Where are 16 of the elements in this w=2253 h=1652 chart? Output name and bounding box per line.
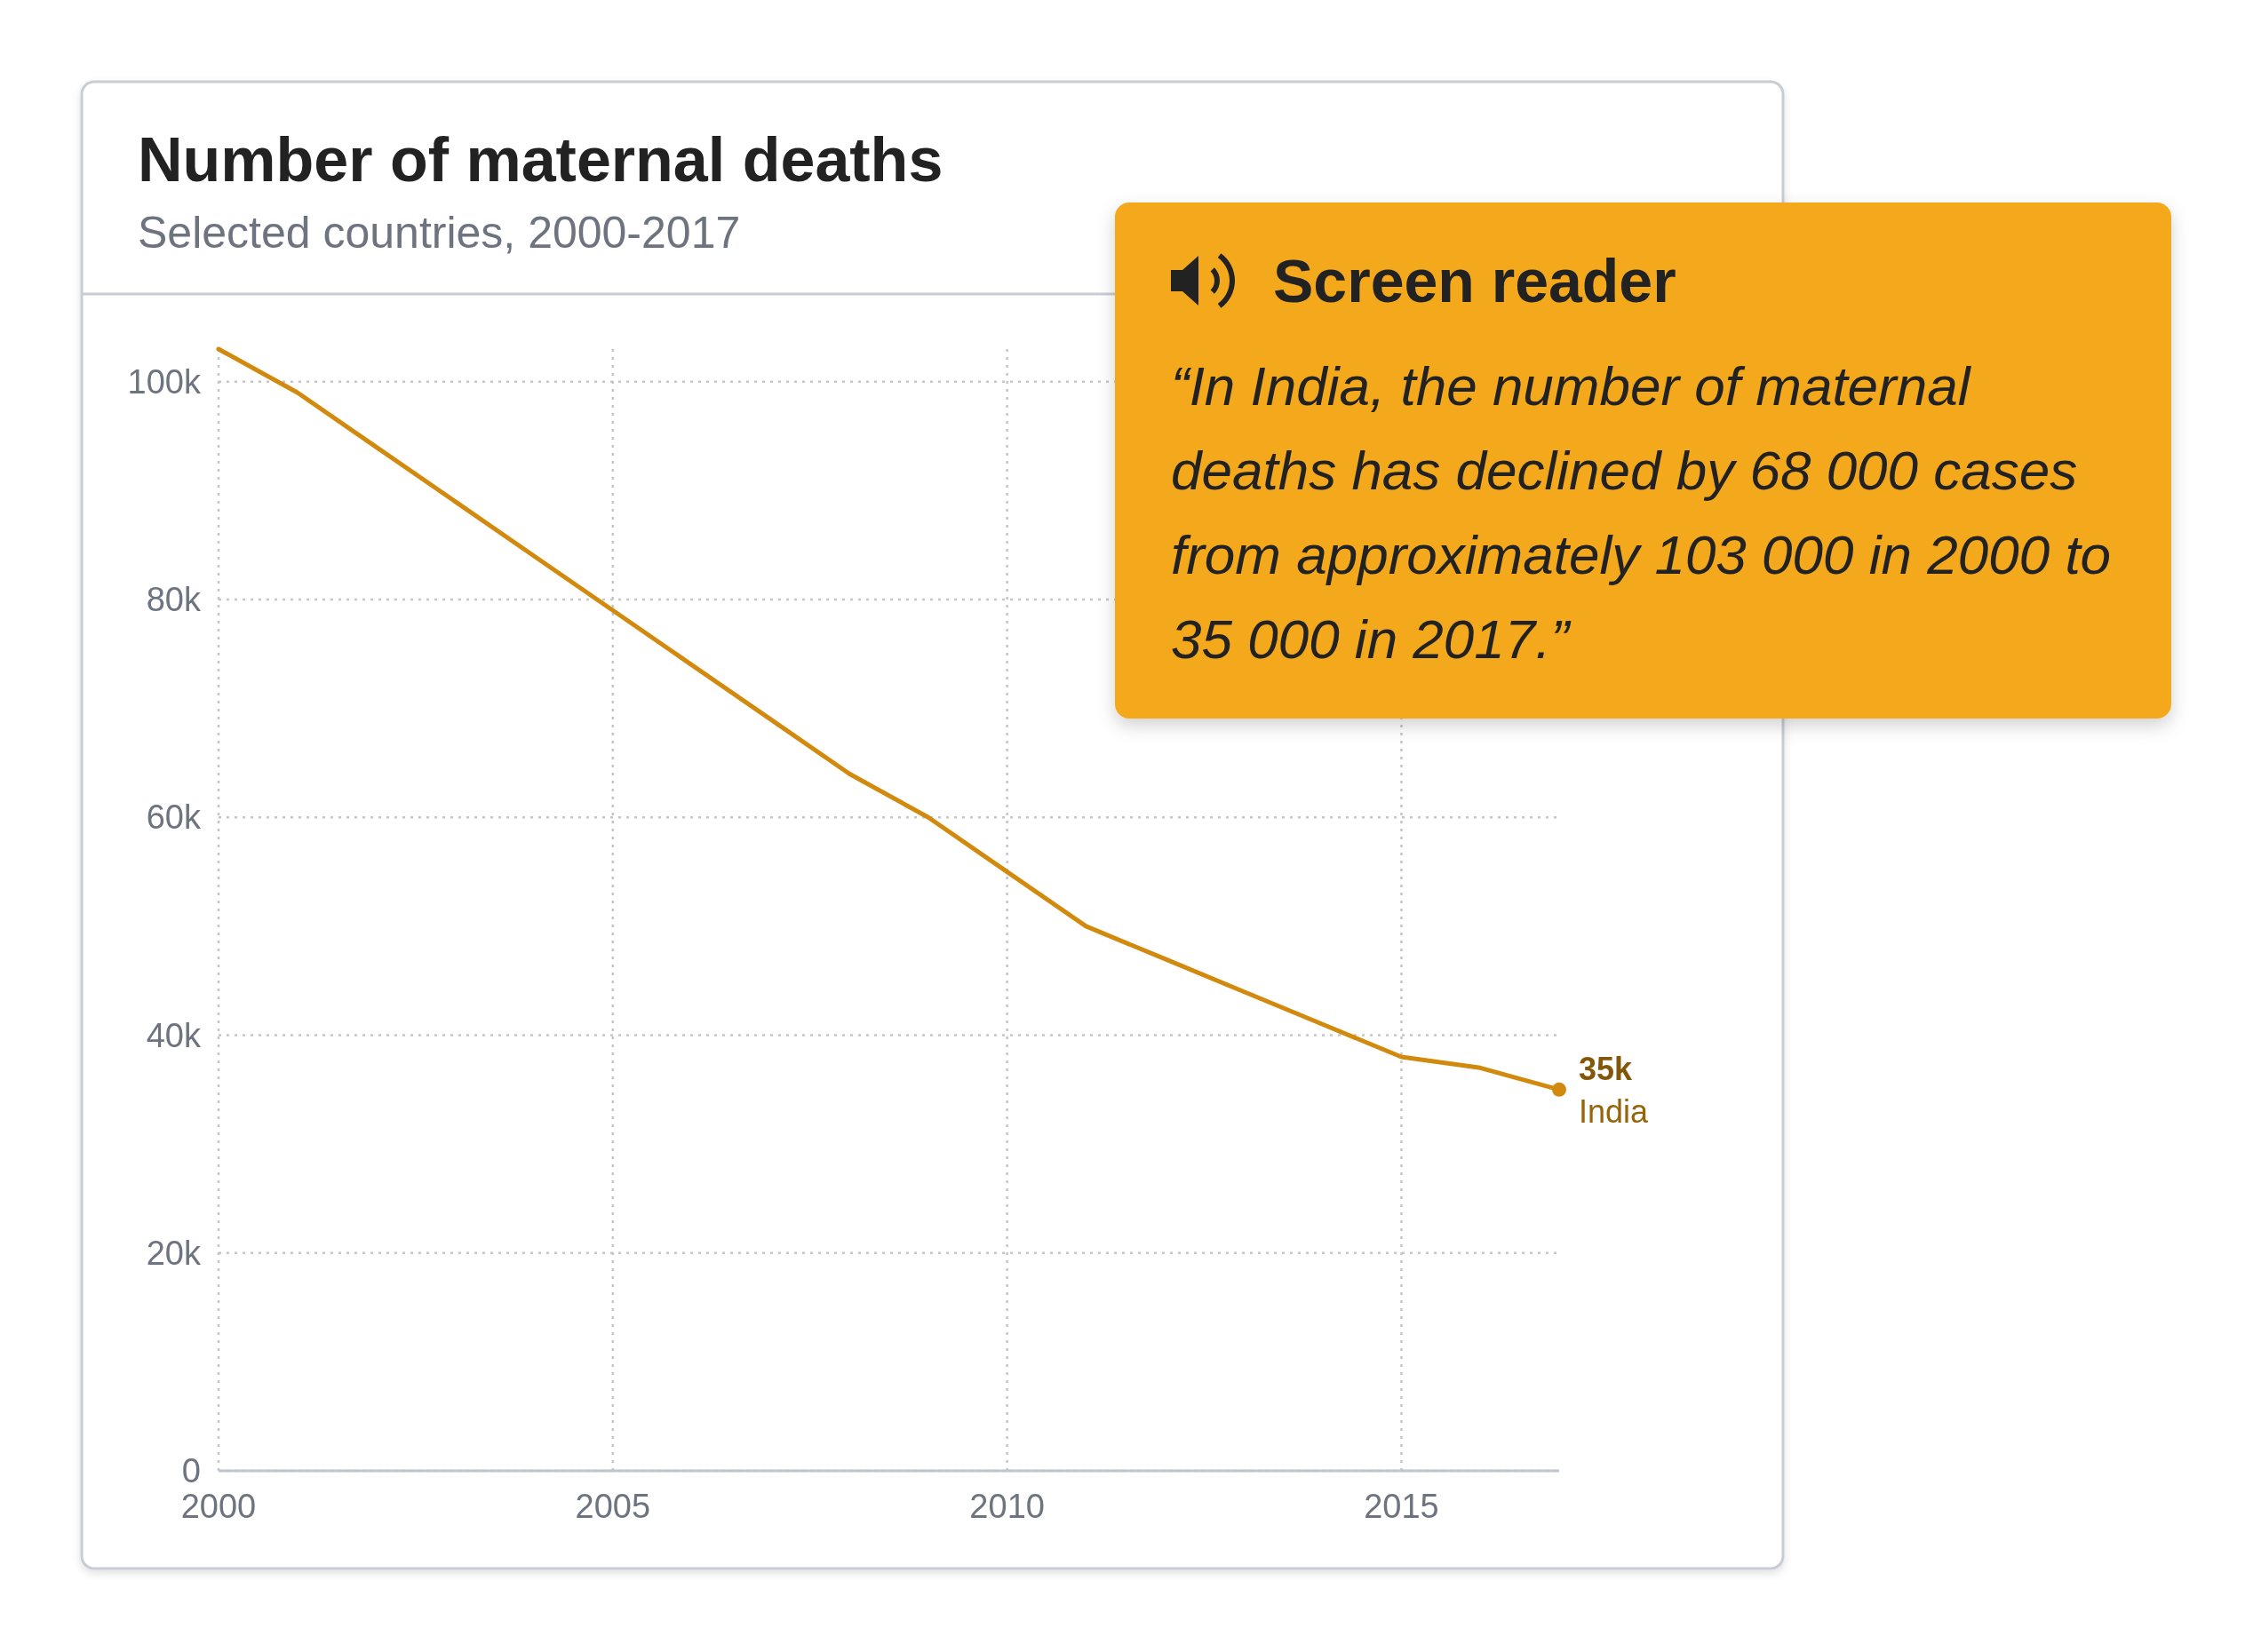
annotation: “In India, the number of maternal deaths has declined by 68 000 cases from approximately 103 000 in 2000 to 35 000 in 2017.” <box>1171 355 2112 670</box>
chart-subtitle: Selected countries, 2000-2017 <box>138 208 741 258</box>
y-tick-label: 20k <box>146 1234 202 1272</box>
data-label: 35k <box>1579 1050 1634 1087</box>
chart-title: Number of maternal deaths <box>138 125 943 195</box>
x-tick-label: 2005 <box>575 1488 651 1525</box>
x-tick-label: 2015 <box>1364 1488 1439 1525</box>
y-tick-label: 80k <box>146 581 202 619</box>
x-tick-label: 2000 <box>180 1488 257 1525</box>
y-tick-label: 40k <box>146 1016 202 1054</box>
y-tick-label: 100k <box>127 362 202 401</box>
x-tick-label: 2010 <box>969 1488 1045 1525</box>
series-label: India <box>1579 1092 1650 1130</box>
y-tick-label: 0 <box>181 1452 201 1489</box>
text: Screen reader <box>1273 247 1676 314</box>
y-tick-label: 60k <box>146 798 202 837</box>
